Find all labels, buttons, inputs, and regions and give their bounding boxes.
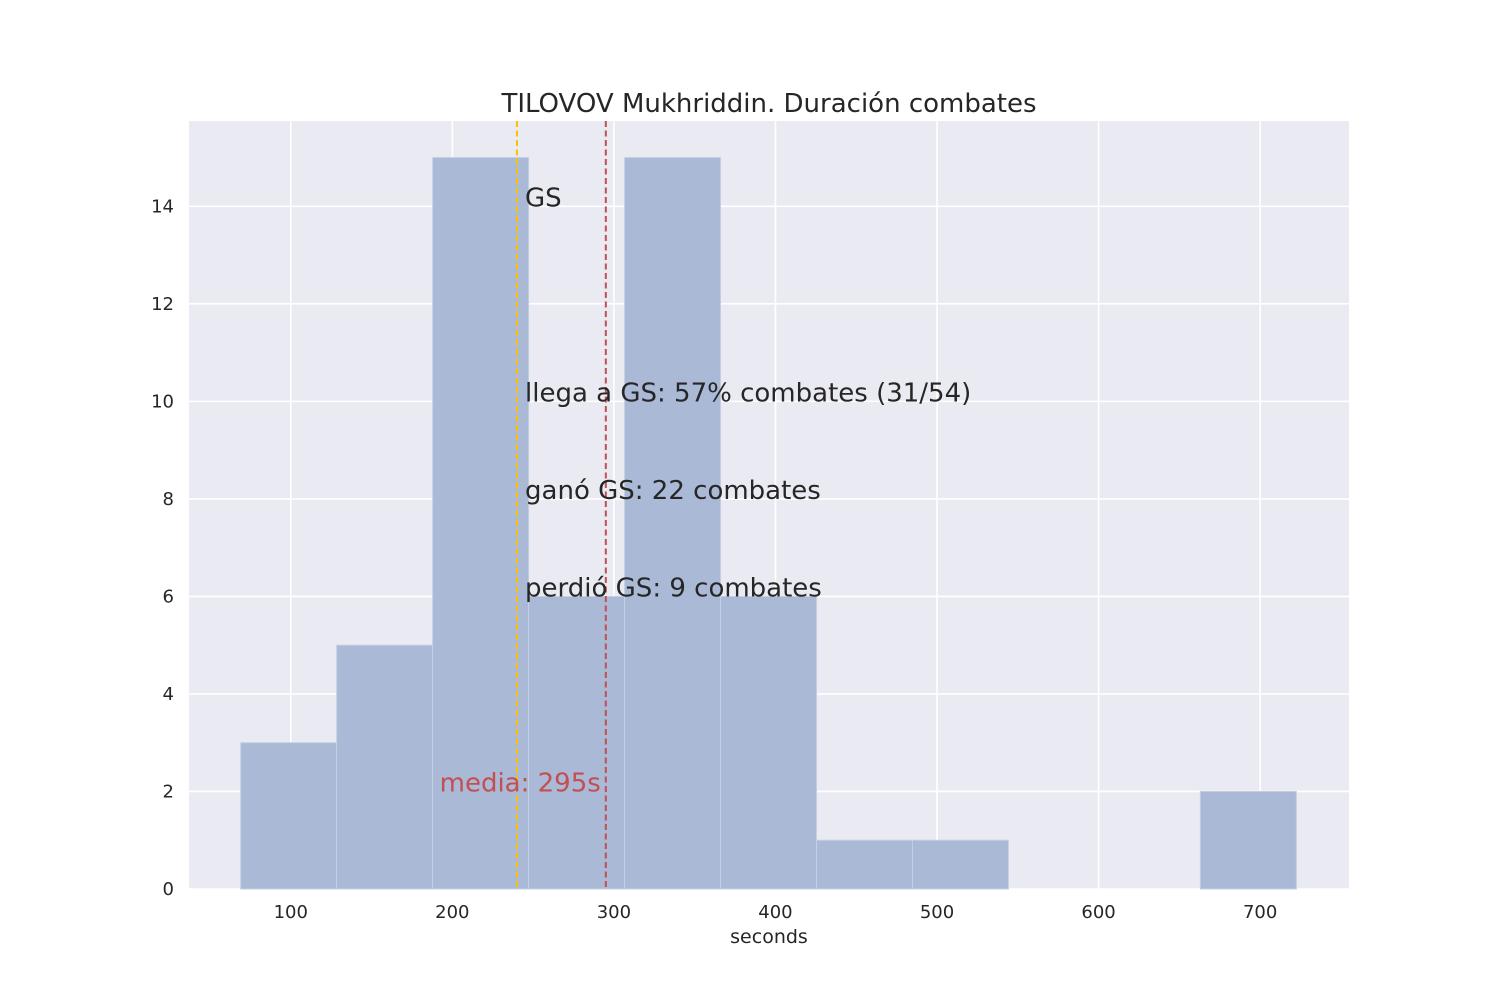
y-tick-label: 6 xyxy=(163,586,174,607)
annotation-text: ganó GS: 22 combates xyxy=(525,476,821,506)
y-tick-label: 2 xyxy=(163,781,174,802)
y-tick-label: 8 xyxy=(163,489,174,510)
x-tick-label: 300 xyxy=(597,902,631,923)
histogram-bar xyxy=(720,595,817,890)
y-tick-label: 12 xyxy=(151,294,174,315)
y-tick-label: 14 xyxy=(151,196,174,217)
x-tick-label: 100 xyxy=(274,902,308,923)
histogram-bar xyxy=(432,157,530,890)
y-tick-label: 0 xyxy=(163,879,174,900)
x-tick-label: 400 xyxy=(758,902,792,923)
histogram-bar xyxy=(336,644,434,890)
x-tick-label: 500 xyxy=(920,902,954,923)
y-tick-label: 10 xyxy=(151,391,174,412)
histogram-bar xyxy=(911,839,1009,890)
x-axis-ticks: 100 200 300 400 500 600 700 xyxy=(274,902,1278,923)
annotation-text: perdió GS: 9 combates xyxy=(525,573,822,603)
reference-lines xyxy=(515,121,607,889)
x-tick-label: 600 xyxy=(1081,902,1115,923)
y-tick-label: 4 xyxy=(163,684,174,705)
histogram-bar xyxy=(240,742,338,890)
y-axis-ticks: 0 2 4 6 8 10 12 14 xyxy=(151,196,174,900)
annotations: GS llega a GS: 57% combates (31/54) ganó G… xyxy=(440,183,972,798)
annotation-text: llega a GS: 57% combates (31/54) xyxy=(525,378,971,408)
histogram-bars xyxy=(240,157,1297,890)
annotation-text: GS xyxy=(525,183,562,213)
mean-label: media: 295s xyxy=(440,768,601,798)
x-tick-label: 700 xyxy=(1243,902,1277,923)
histogram-bar xyxy=(815,839,913,890)
x-tick-label: 200 xyxy=(435,902,469,923)
histogram-bar xyxy=(624,157,722,890)
histogram-bar xyxy=(1199,790,1297,890)
chart-title: TILOVOV Mukhriddin. Duración combates xyxy=(500,89,1036,119)
x-axis-label: seconds xyxy=(730,926,808,948)
histogram-bar xyxy=(528,595,626,890)
